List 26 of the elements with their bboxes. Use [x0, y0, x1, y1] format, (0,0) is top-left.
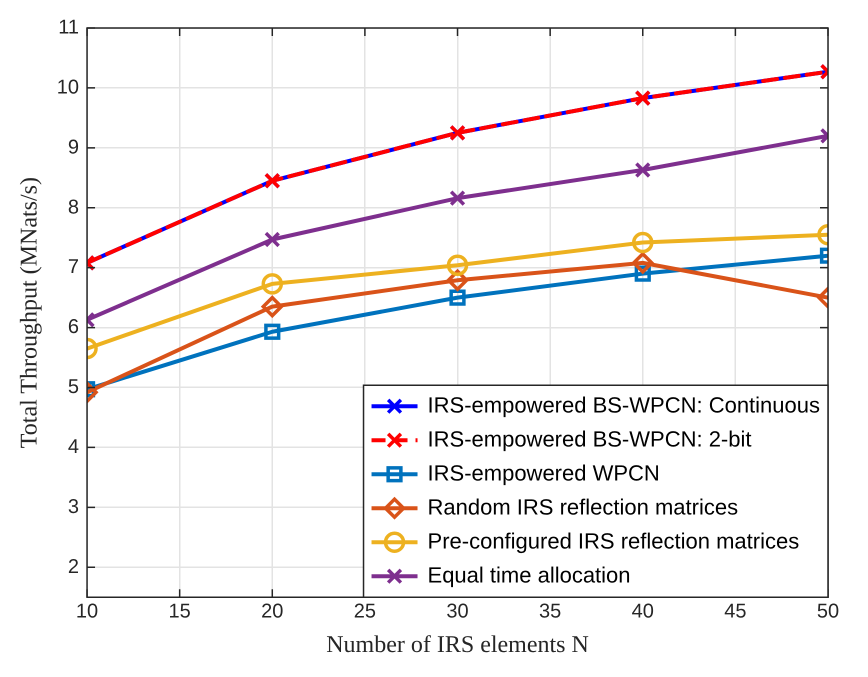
y-tick-label: 3 — [68, 496, 80, 518]
x-tick-label: 40 — [632, 600, 654, 623]
x-tick-label: 45 — [724, 600, 747, 623]
y-axis-title: Total Throughput (MNats/s) — [16, 177, 43, 448]
x-tick-label: 35 — [539, 600, 562, 623]
y-tick-label: 4 — [68, 436, 80, 458]
y-tick-label: 7 — [68, 256, 80, 278]
legend-label: Equal time allocation — [428, 562, 631, 588]
y-tick-label: 9 — [68, 136, 80, 158]
y-tick-label: 11 — [58, 16, 80, 39]
x-tick-label: 15 — [168, 600, 191, 623]
y-tick-label: 6 — [68, 316, 80, 338]
y-tick-label: 10 — [56, 76, 80, 98]
legend-label: IRS-empowered BS-WPCN: 2-bit — [428, 426, 752, 452]
y-tick-label: 5 — [68, 376, 80, 398]
x-tick-label: 30 — [446, 600, 469, 623]
x-tick-label: 50 — [816, 600, 840, 623]
y-tick-label: 8 — [68, 196, 80, 218]
y-tick-label: 2 — [68, 556, 80, 578]
legend-label: Pre-configured IRS reflection matrices — [428, 528, 800, 554]
x-axis-title: Number of IRS elements N — [326, 632, 589, 658]
x-tick-label: 25 — [354, 600, 376, 623]
legend-label: IRS-empowered WPCN — [428, 460, 660, 486]
x-tick-label: 20 — [261, 600, 284, 623]
legend-label: IRS-empowered BS-WPCN: Continuous — [428, 392, 820, 418]
legend-label: Random IRS reflection matrices — [428, 494, 738, 520]
